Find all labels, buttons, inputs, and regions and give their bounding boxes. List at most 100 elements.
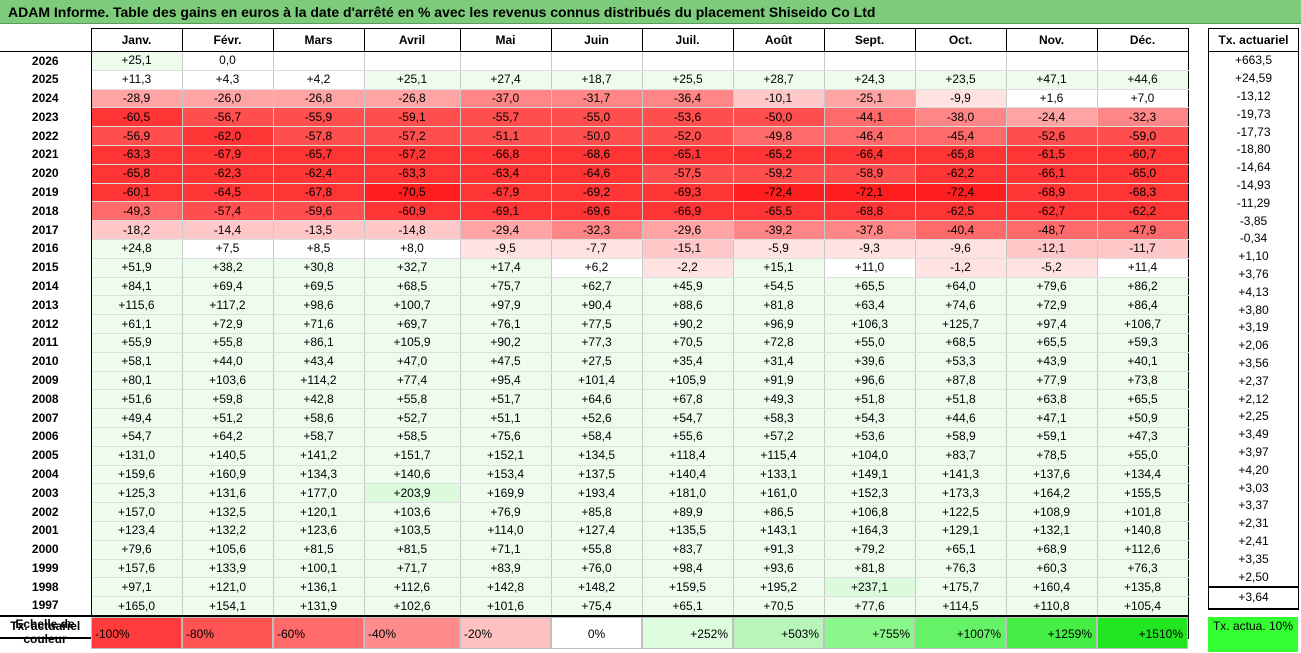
gain-cell: +17,4 <box>459 258 552 278</box>
gain-cell: -59,6 <box>272 201 365 222</box>
month-header: Juin <box>550 28 643 52</box>
year-label: 2024 <box>0 89 92 108</box>
year-label: 2000 <box>0 540 92 560</box>
gain-cell: -13,5 <box>272 220 365 240</box>
gain-cell <box>914 51 1007 71</box>
actuarial-row: -14,64 <box>1208 158 1299 177</box>
gain-cell: +76,0 <box>550 559 643 579</box>
gain-cell: -60,5 <box>90 107 183 128</box>
gain-cell: -57,5 <box>641 164 734 184</box>
actuarial-row: +1,10 <box>1208 247 1299 266</box>
gain-cell: +114,2 <box>272 371 365 391</box>
year-label: 2018 <box>0 201 92 221</box>
gain-cell: -32,3 <box>550 220 643 240</box>
actuarial-rate-cell: +3,80 <box>1208 301 1299 319</box>
gain-cell: +106,3 <box>823 314 916 334</box>
actuarial-rate-cell: -17,73 <box>1208 123 1299 141</box>
color-scale-swatch: -40% <box>364 617 460 649</box>
gain-cell: +7,0 <box>1096 89 1189 109</box>
gain-cell: -65,5 <box>732 201 825 222</box>
gain-cell: +43,4 <box>272 352 365 372</box>
actuarial-row: +3,37 <box>1208 496 1299 515</box>
gain-cell: +65,5 <box>1005 333 1098 353</box>
gain-cell: +76,3 <box>1096 559 1189 579</box>
gain-cell: -63,3 <box>90 145 183 165</box>
gain-cell: -1,2 <box>914 258 1007 278</box>
gain-cell: +81,5 <box>363 540 461 560</box>
actuarial-rate-cell: +2,31 <box>1208 514 1299 533</box>
gain-cell: +91,9 <box>732 371 825 391</box>
gain-cell: +91,3 <box>732 540 825 560</box>
gain-cell: -57,4 <box>181 201 274 222</box>
year-label: 2025 <box>0 70 92 90</box>
gain-cell <box>1096 51 1189 71</box>
gain-cell: +55,9 <box>90 333 183 353</box>
gain-cell: -62,2 <box>1096 201 1189 222</box>
gain-cell: +8,0 <box>363 239 461 259</box>
gain-cell: -68,9 <box>1005 183 1098 203</box>
actuarial-row: +3,03 <box>1208 479 1299 497</box>
gain-cell: +105,9 <box>363 333 461 353</box>
gain-cell <box>732 51 825 71</box>
gain-cell: +27,4 <box>459 70 552 90</box>
gain-cell: +169,9 <box>459 483 552 504</box>
actuarial-row: -18,80 <box>1208 140 1299 159</box>
gain-cell: +71,6 <box>272 314 365 334</box>
gain-cell: +93,6 <box>732 559 825 579</box>
gain-cell: +100,7 <box>363 295 461 316</box>
gain-cell: +125,7 <box>914 314 1007 334</box>
month-header: Oct. <box>914 28 1007 52</box>
gain-cell: +83,7 <box>914 446 1007 466</box>
year-label: 2010 <box>0 352 92 372</box>
table-row: 2021 -63,3 -67,9 -65,7 -67,2 -66,8 -68,6 -65,1-… <box>0 145 1189 165</box>
gain-cell: +140,8 <box>1096 521 1189 541</box>
gain-cell: +133,1 <box>732 465 825 485</box>
actuarial-row: +3,49 <box>1208 425 1299 444</box>
gain-cell: +25,1 <box>363 70 461 90</box>
gain-cell: +35,4 <box>641 352 734 372</box>
gain-cell: -11,7 <box>1096 239 1189 259</box>
gain-cell: +1,6 <box>1005 89 1098 109</box>
gain-cell: +104,0 <box>823 446 916 466</box>
gain-cell: +106,8 <box>823 502 916 522</box>
gain-cell: +18,7 <box>550 70 643 90</box>
gain-cell: +103,5 <box>363 521 461 541</box>
year-label: 2014 <box>0 277 92 296</box>
gain-cell: -65,2 <box>732 145 825 165</box>
gain-cell: -66,1 <box>1005 164 1098 184</box>
actuarial-row: -19,73 <box>1208 105 1299 124</box>
gain-cell: +72,9 <box>1005 295 1098 316</box>
gain-cell: +59,1 <box>1005 427 1098 447</box>
gain-cell: +24,8 <box>90 239 183 259</box>
gain-cell: -66,9 <box>641 201 734 222</box>
gain-cell: +142,8 <box>459 577 552 598</box>
gain-cell: +15,1 <box>732 258 825 278</box>
table-row: 2016 +24,8 +7,5 +8,5 +8,0 -9,5 -7,7 -15,1 -5,9 -9… <box>0 239 1189 259</box>
gain-cell: -18,2 <box>90 220 183 240</box>
color-scale-swatch: -100% <box>91 617 182 649</box>
gain-cell: +59,3 <box>1096 333 1189 353</box>
gain-cell: +30,8 <box>272 258 365 278</box>
gain-cell: -62,0 <box>181 126 274 146</box>
actuarial-rate-cell: -19,73 <box>1208 105 1299 124</box>
gain-cell: +75,7 <box>459 277 552 297</box>
year-label: 2017 <box>0 220 92 240</box>
table-row: 2005 +131,0 +140,5 +141,2 +151,7 +152,1 +134,5… <box>0 446 1189 466</box>
gain-cell: +8,5 <box>272 239 365 259</box>
actuarial-row: +2,06 <box>1208 336 1299 355</box>
gain-cell: -47,9 <box>1096 220 1189 240</box>
actuarial-rate-body: +663,5 +24,59 -13,12 -19,73 -17,73 -18,80 -14,… <box>1208 51 1299 610</box>
gain-cell: +54,3 <box>823 408 916 428</box>
table-row: 2025 +11,3 +4,3 +4,2 +25,1 +27,4 +18,7 +25,5 +28… <box>0 70 1189 90</box>
year-label: 2007 <box>0 408 92 428</box>
table-row: 2001 +123,4 +132,2 +123,6 +103,5 +114,0 +127,4… <box>0 521 1189 541</box>
actuarial-row: -14,93 <box>1208 176 1299 195</box>
table-row: 2006 +54,7 +64,2 +58,7 +58,5 +75,6 +58,4 +55,6 +… <box>0 427 1189 447</box>
actuarial-row: -17,73 <box>1208 123 1299 141</box>
gain-cell: -64,5 <box>181 183 274 203</box>
actuarial-rate-cell: +4,13 <box>1208 283 1299 302</box>
actuarial-rate-cell: +3,56 <box>1208 354 1299 373</box>
actuarial-row: -11,29 <box>1208 194 1299 213</box>
gain-cell: -68,6 <box>550 145 643 165</box>
actuarial-rate-cell: +2,41 <box>1208 532 1299 551</box>
